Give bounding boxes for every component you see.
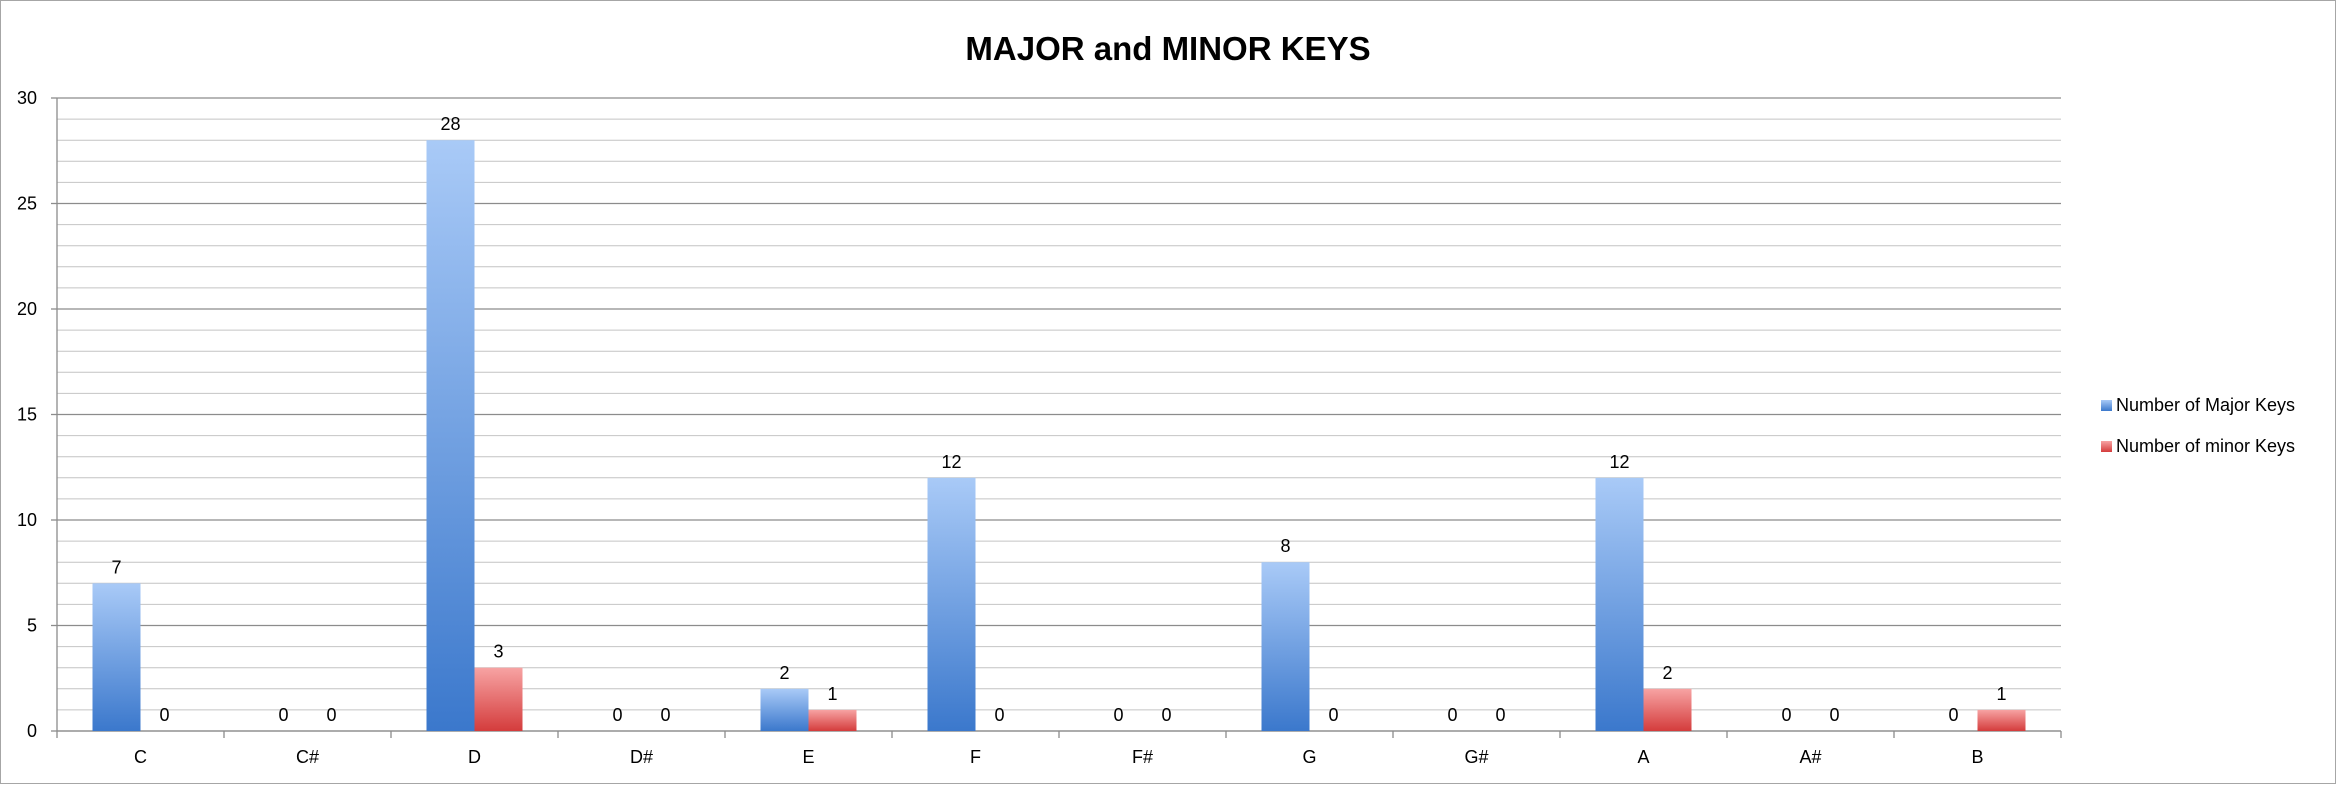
major-data-label: 2 — [779, 663, 789, 683]
grid — [57, 97, 2061, 732]
y-tick-label: 20 — [17, 299, 37, 319]
x-tick-label: C# — [296, 747, 319, 767]
major-bar — [92, 583, 141, 731]
major-bar — [1595, 477, 1644, 731]
major-data-label: 0 — [1113, 705, 1123, 725]
minor-bar — [808, 709, 857, 731]
x-tick-label: C — [134, 747, 147, 767]
major-data-label: 8 — [1280, 536, 1290, 556]
minor-data-label: 0 — [1495, 705, 1505, 725]
major-data-label: 0 — [612, 705, 622, 725]
minor-data-label: 0 — [1328, 705, 1338, 725]
major-bar — [426, 140, 475, 731]
y-tick-label: 30 — [17, 88, 37, 108]
x-tick-label: G# — [1464, 747, 1488, 767]
x-tick-label: D — [468, 747, 481, 767]
y-tick-label: 10 — [17, 510, 37, 530]
legend-swatch-minor — [2101, 441, 2112, 452]
major-bar — [1261, 562, 1310, 731]
x-tick-label: D# — [630, 747, 653, 767]
major-data-label: 0 — [1781, 705, 1791, 725]
chart-title: MAJOR and MINOR KEYS — [965, 30, 1370, 67]
minor-data-label: 0 — [1161, 705, 1171, 725]
legend-swatch-major — [2101, 400, 2112, 411]
major-data-label: 0 — [1447, 705, 1457, 725]
legend-label-minor: Number of minor Keys — [2116, 436, 2295, 456]
major-data-label: 12 — [941, 452, 961, 472]
x-tick-label: A — [1637, 747, 1649, 767]
minor-data-label: 0 — [1829, 705, 1839, 725]
major-bar — [760, 688, 809, 731]
data-labels: 7 0 28 0 2 12 0 8 0 12 0 0 0 0 3 0 1 0 0 0 0 2 0 1 — [111, 114, 2006, 725]
major-bar — [927, 477, 976, 731]
minor-bar — [1977, 709, 2026, 731]
legend-label-major: Number of Major Keys — [2116, 395, 2295, 415]
x-tick-label: B — [1971, 747, 1983, 767]
minor-data-label: 0 — [994, 705, 1004, 725]
y-tick-label: 0 — [27, 721, 37, 741]
major-data-label: 0 — [1948, 705, 1958, 725]
y-tick-label: 15 — [17, 405, 37, 425]
major-data-label: 12 — [1609, 452, 1629, 472]
major-data-label: 0 — [278, 705, 288, 725]
major-data-label: 28 — [440, 114, 460, 134]
minor-bar — [474, 667, 523, 731]
x-tick-label: G — [1302, 747, 1316, 767]
y-tick-label: 25 — [17, 194, 37, 214]
major-data-label: 7 — [111, 557, 121, 577]
x-tick-label: A# — [1799, 747, 1821, 767]
x-tick-label: F# — [1132, 747, 1153, 767]
minor-bar — [1643, 688, 1692, 731]
legend: Number of Major Keys Number of minor Keys — [2101, 395, 2295, 456]
minor-data-label: 0 — [159, 705, 169, 725]
x-tick-label: F — [970, 747, 981, 767]
minor-data-label: 1 — [1996, 684, 2006, 704]
minor-data-label: 2 — [1662, 663, 1672, 683]
x-tick-label: E — [802, 747, 814, 767]
minor-data-label: 3 — [493, 642, 503, 662]
minor-data-label: 1 — [827, 684, 837, 704]
minor-data-label: 0 — [660, 705, 670, 725]
minor-data-label: 0 — [326, 705, 336, 725]
y-tick-label: 5 — [27, 616, 37, 636]
bars — [92, 140, 2026, 731]
